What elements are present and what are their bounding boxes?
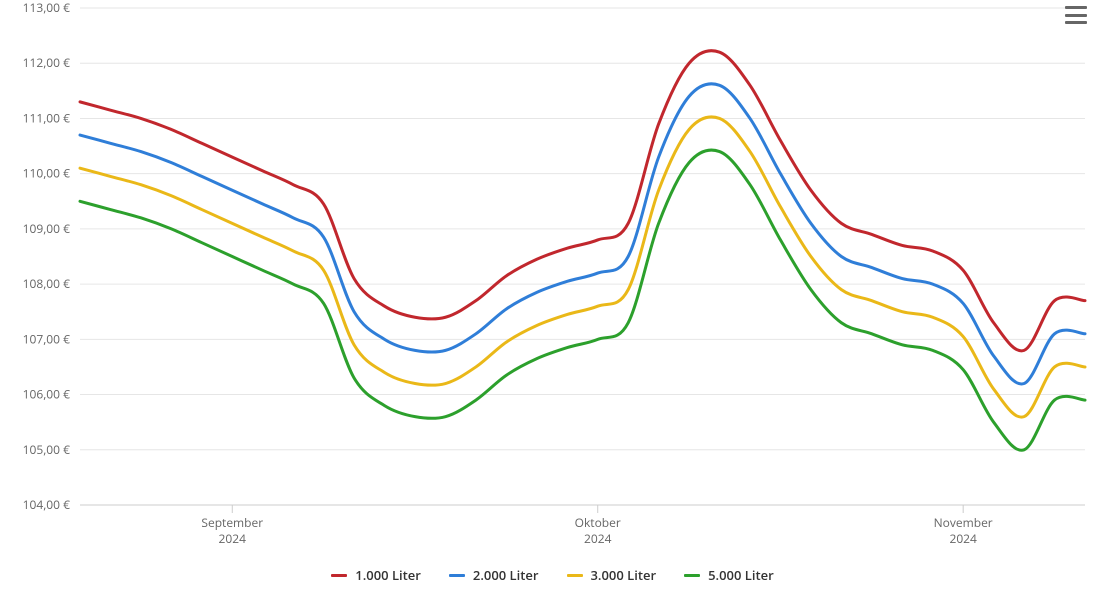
y-tick-label: 112,00 €: [23, 54, 71, 71]
legend-swatch: [331, 574, 347, 577]
y-tick-label: 111,00 €: [23, 109, 71, 126]
legend-item[interactable]: 5.000 Liter: [684, 566, 774, 584]
y-tick-label: 106,00 €: [23, 386, 71, 403]
series-line-5000-Liter[interactable]: [80, 150, 1085, 450]
y-tick-label: 107,00 €: [23, 330, 71, 347]
y-tick-label: 110,00 €: [23, 165, 71, 182]
x-tick-label-month: September: [201, 514, 263, 531]
x-tick-label-year: 2024: [949, 530, 977, 547]
legend-item[interactable]: 3.000 Liter: [567, 566, 657, 584]
legend-swatch: [684, 574, 700, 577]
chart-plot-area: 104,00 € 105,00 € 106,00 € 107,00 € 108,00 €…: [0, 0, 1105, 550]
legend-label: 1.000 Liter: [355, 566, 421, 584]
chart-legend: 1.000 Liter 2.000 Liter 3.000 Liter 5.000 L…: [0, 566, 1105, 584]
y-tick-label: 105,00 €: [23, 441, 71, 458]
legend-item[interactable]: 1.000 Liter: [331, 566, 421, 584]
chart-menu-icon[interactable]: [1065, 6, 1087, 24]
y-tick-label: 108,00 €: [23, 275, 71, 292]
x-tick-label-year: 2024: [584, 530, 612, 547]
legend-label: 3.000 Liter: [591, 566, 657, 584]
series-line-3000-Liter[interactable]: [80, 117, 1085, 417]
legend-label: 2.000 Liter: [473, 566, 539, 584]
price-chart: 104,00 € 105,00 € 106,00 € 107,00 € 108,00 €…: [0, 0, 1105, 602]
x-tick-label-month: Oktober: [575, 514, 621, 531]
legend-swatch: [567, 574, 583, 577]
y-tick-label: 104,00 €: [23, 496, 71, 513]
x-tick-label-month: November: [934, 514, 993, 531]
y-tick-label: 113,00 €: [23, 0, 71, 16]
x-tick-label-year: 2024: [219, 530, 247, 547]
legend-label: 5.000 Liter: [708, 566, 774, 584]
y-tick-label: 109,00 €: [23, 220, 71, 237]
series-line-1000-Liter[interactable]: [80, 51, 1085, 351]
legend-swatch: [449, 574, 465, 577]
legend-item[interactable]: 2.000 Liter: [449, 566, 539, 584]
